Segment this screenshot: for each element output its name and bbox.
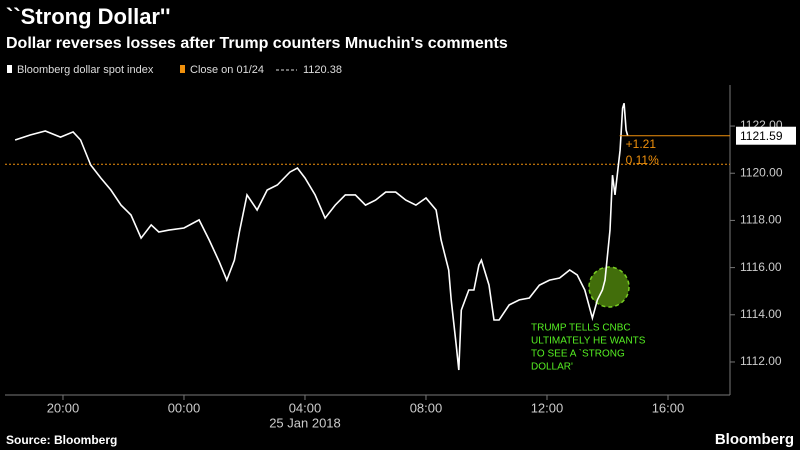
y-tick-label: 1118.00	[740, 213, 782, 227]
change-label: 0.11%	[626, 153, 659, 167]
last-price-box	[736, 126, 796, 145]
x-tick-label: 20:00	[47, 400, 80, 415]
highlight-circle	[588, 266, 630, 308]
price-line	[14, 102, 629, 371]
y-tick-label: 1112.00	[740, 354, 782, 368]
legend-label: Bloomberg dollar spot index	[17, 64, 154, 76]
legend-value: 1120.38	[303, 64, 342, 76]
x-tick-label: 08:00	[410, 400, 443, 415]
brand: Bloomberg	[715, 431, 794, 448]
x-tick-label: 12:00	[531, 400, 564, 415]
y-tick-label: 1116.00	[740, 260, 782, 274]
x-tick-label: 04:00	[289, 400, 322, 415]
legend-label: Close on 01/24	[190, 64, 264, 76]
source: Source: Bloomberg	[6, 433, 117, 447]
y-tick-label: 1114.00	[740, 307, 782, 321]
x-tick-label: 16:00	[652, 400, 685, 415]
chart-subtitle: Dollar reverses losses after Trump count…	[6, 35, 508, 52]
annotation: TRUMP TELLS CNBC	[531, 323, 631, 334]
last-price-label: 1121.59	[740, 129, 783, 143]
legend-swatch	[7, 65, 12, 73]
legend-swatch	[180, 65, 185, 73]
chart-title: ``Strong Dollar''	[6, 4, 170, 29]
annotation: TO SEE A `STRONG	[531, 348, 625, 360]
change-label: +1.21	[626, 137, 657, 151]
x-tick-label: 00:00	[168, 400, 201, 415]
annotation: ULTIMATELY HE WANTS	[531, 336, 646, 347]
y-tick-label: 1120.00	[740, 165, 783, 179]
x-date-label: 25 Jan 2018	[269, 415, 341, 430]
annotation: DOLLAR'	[531, 362, 573, 373]
